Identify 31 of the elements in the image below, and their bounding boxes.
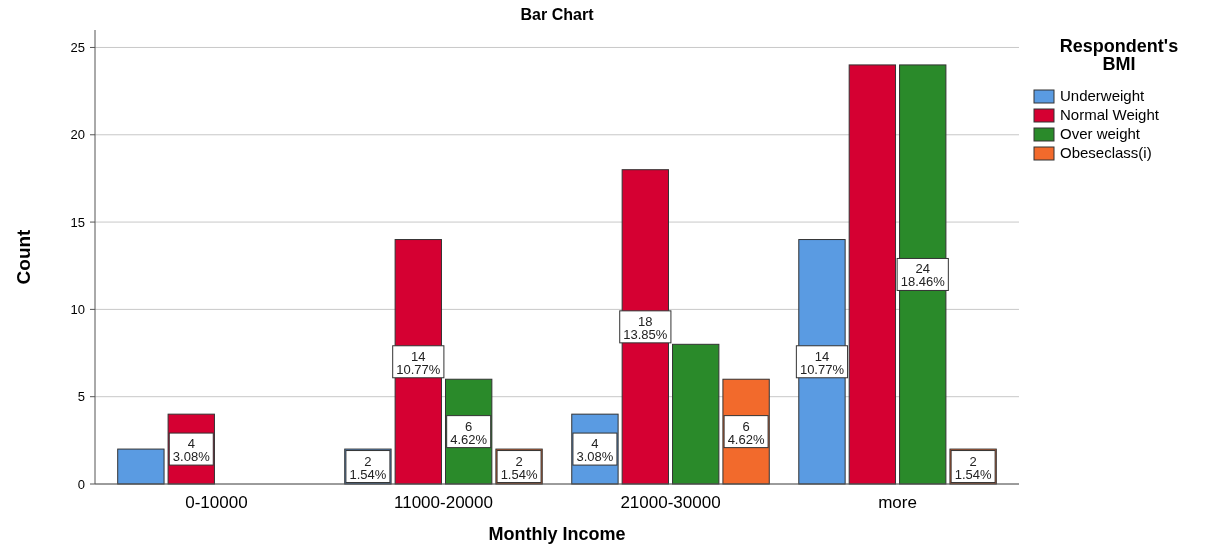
data-label: 6 4.62% xyxy=(450,418,488,447)
data-label: 6 4.62% xyxy=(727,418,765,447)
y-tick-label: 0 xyxy=(77,476,85,492)
x-tick-label: more xyxy=(878,493,917,512)
x-tick-label: 0-10000 xyxy=(185,493,248,512)
legend-label: Normal Weight xyxy=(1060,106,1160,123)
legend-label: Over weight xyxy=(1060,125,1141,142)
x-axis-title: Monthly Income xyxy=(488,524,626,544)
data-label: 14 10.77% xyxy=(799,348,845,377)
data-label: 24 18.46% xyxy=(900,261,946,290)
x-tick-label: 21000-30000 xyxy=(620,493,721,512)
bar xyxy=(117,448,165,485)
data-label: 4 3.08% xyxy=(576,436,614,465)
legend-label: Underweight xyxy=(1060,87,1146,104)
y-tick-label: 10 xyxy=(70,301,85,317)
y-tick-label: 5 xyxy=(77,389,85,405)
y-tick-label: 25 xyxy=(70,40,85,56)
bar xyxy=(672,343,720,485)
legend-label: Obeseclass(i) xyxy=(1060,144,1152,161)
y-tick-label: 20 xyxy=(70,127,85,143)
legend-title: Respondent's BMI xyxy=(1059,36,1179,74)
y-tick-label: 15 xyxy=(70,214,85,230)
data-label: 4 3.08% xyxy=(172,436,211,465)
data-label: 2 1.54% xyxy=(500,453,538,482)
data-label: 18 13.85% xyxy=(623,313,668,342)
data-label: 2 1.54% xyxy=(349,453,387,482)
x-tick-label: 11000-20000 xyxy=(394,493,493,512)
y-axis-title: Count xyxy=(13,228,34,285)
chart-title: Bar Chart xyxy=(520,6,595,23)
data-label: 2 1.54% xyxy=(954,453,992,482)
data-label: 14 10.77% xyxy=(396,348,441,377)
